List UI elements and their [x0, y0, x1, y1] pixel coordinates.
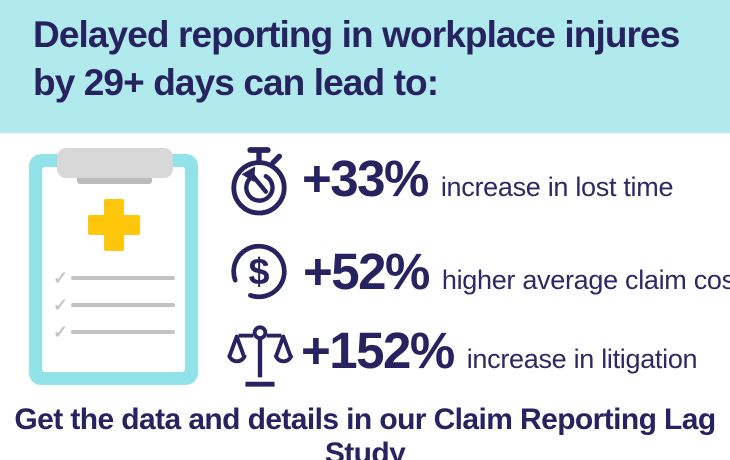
page-title: Delayed reporting in workplace injures b…	[33, 11, 718, 107]
clipboard-clip	[57, 148, 173, 178]
stat-value: +152%	[301, 322, 455, 379]
clipboard-clip-shadow	[77, 178, 152, 184]
checklist-row: ✓	[53, 322, 176, 342]
stat-label: increase in litigation	[466, 344, 698, 374]
stopwatch-icon	[228, 146, 290, 217]
stat-label: increase in lost time	[440, 172, 674, 202]
check-icon: ✓	[53, 295, 69, 315]
check-icon: ✓	[53, 268, 69, 288]
dollar-glyph: $	[249, 250, 270, 292]
checklist-line	[71, 276, 176, 280]
header-band	[0, 0, 730, 133]
checklist-row: ✓	[53, 268, 176, 288]
page-title-line1: Delayed reporting in workplace injures	[33, 14, 680, 55]
check-icon: ✓	[53, 322, 69, 342]
stat-value: +33%	[302, 150, 429, 207]
stat-row-litigation: +152% increase in litigation	[301, 322, 698, 379]
checklist-line	[71, 303, 176, 307]
checklist-row: ✓	[53, 295, 176, 315]
footer-cta-text: Get the data and details in our Claim Re…	[14, 403, 716, 460]
scales-icon	[227, 322, 293, 390]
page-title-line2: by 29+ days can lead to:	[33, 62, 439, 103]
stat-value: +52%	[303, 243, 430, 300]
stat-row-claim-cost: +52% higher average claim cost	[303, 246, 730, 297]
checklist-line	[71, 330, 176, 334]
stat-label: higher average claim cost	[441, 265, 730, 295]
stat-row-lost-time: +33% increase in lost time	[302, 153, 673, 204]
dollar-circle-icon: $	[229, 241, 289, 302]
medical-cross-icon	[88, 199, 140, 251]
clipboard-illustration: ✓ ✓ ✓	[29, 148, 198, 385]
